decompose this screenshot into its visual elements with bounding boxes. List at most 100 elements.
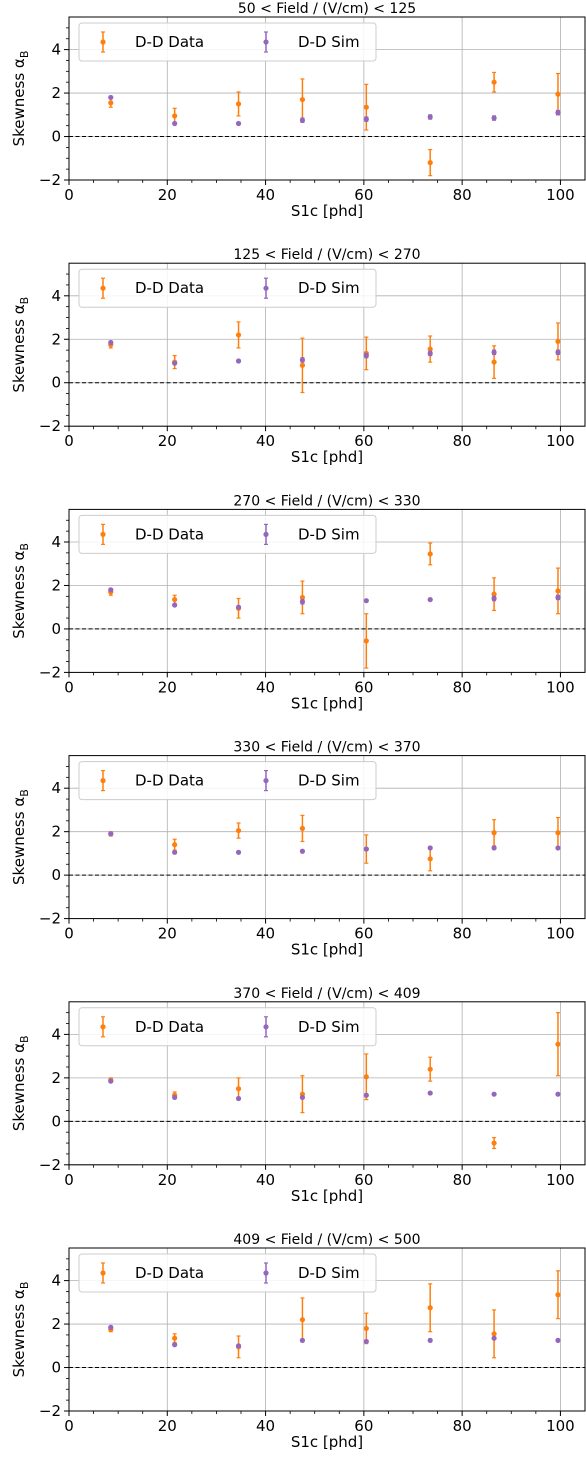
legend-label: D-D Sim [298,1018,360,1036]
y-tick-label: −2 [39,417,61,435]
y-tick-label: 4 [51,1272,61,1290]
x-tick-label: 0 [64,1171,74,1189]
data-point [299,96,306,103]
x-tick-label: 40 [256,678,275,696]
data-point [172,842,178,848]
data-point [363,598,369,604]
data-point [491,349,497,355]
legend: D-D Data D-D Sim [78,268,377,308]
chart-title: 370 < Field / (V/cm) < 409 [233,986,420,1002]
series-data [108,1012,561,1150]
data-point [235,1086,242,1092]
data-point [299,599,306,605]
y-axis-label-subscript: B [18,51,31,59]
x-tick-label: 80 [453,925,472,943]
x-axis-label: S1c [phd] [291,202,363,220]
legend: D-D Data D-D Sim [78,22,377,62]
y-tick-label: 0 [51,866,61,884]
x-tick-label: 40 [256,186,275,204]
data-point [299,825,306,832]
legend-label: D-D Data [135,525,204,543]
data-point [363,116,369,122]
y-axis-label: Skewness αB [10,1035,31,1131]
x-tick-label: 0 [64,1417,74,1435]
x-axis-label: S1c [phd] [291,1433,363,1451]
y-axis-label-main: Skewness α [10,550,28,638]
y-tick-label: 2 [51,1315,61,1333]
legend: D-D Data D-D Sim [78,1253,377,1293]
data-point [172,113,178,119]
x-tick-label: 0 [64,678,74,696]
series-sim [108,831,561,855]
data-point [555,1337,561,1343]
x-axis-label: S1c [phd] [291,694,363,712]
x-axis-label: S1c [phd] [291,448,363,466]
data-point [363,352,369,359]
y-tick-label: 0 [51,620,61,638]
y-axis-label: Skewness αB [10,297,31,393]
series-data [108,321,561,394]
data-point [235,332,242,338]
data-point [172,602,178,608]
y-axis-label-subscript: B [18,297,31,305]
data-point [235,849,242,855]
plot-frame [68,1247,586,1412]
data-point [491,591,497,597]
data-point [555,338,561,345]
series-sim [108,1078,561,1102]
series-sim [108,339,561,366]
x-tick-label: 40 [256,432,275,450]
data-point [172,360,178,366]
y-axis-label: Skewness αB [10,789,31,885]
data-point [491,359,497,365]
y-tick-label: −2 [39,171,61,189]
legend-label: D-D Sim [298,1264,360,1282]
legend-label: D-D Data [135,1264,204,1282]
y-axis-label-main: Skewness α [10,1289,28,1377]
data-point [363,1325,369,1332]
legend-marker-point [263,1270,269,1276]
legend-marker-point [100,39,106,45]
legend-marker-point [100,1024,106,1030]
plot-frame [68,262,586,427]
data-point [427,350,433,356]
chart-title: 330 < Field / (V/cm) < 370 [233,740,420,756]
x-tick-label: 100 [546,925,575,943]
data-point [363,846,369,852]
y-tick-label: 0 [51,374,61,392]
y-axis-label-subscript: B [18,543,31,551]
x-tick-label: 60 [354,186,373,204]
y-tick-label: 2 [51,1069,61,1087]
data-point [172,596,178,603]
data-point [555,594,561,601]
data-point [108,1078,114,1084]
x-tick-label: 20 [158,678,177,696]
x-tick-label: 60 [354,925,373,943]
legend-marker-point [100,531,106,538]
data-point [363,638,369,644]
data-point [299,117,306,123]
data-point [172,1094,178,1101]
x-tick-label: 20 [158,432,177,450]
data-point [427,346,433,352]
legend-box [78,761,377,801]
data-point [363,1338,369,1345]
data-point [235,358,242,364]
data-point [427,845,433,851]
data-point [363,1092,369,1098]
data-point [363,104,369,110]
data-point [555,91,561,97]
legend-marker-point [263,39,269,45]
y-tick-label: 0 [51,128,61,146]
data-point [299,1094,306,1101]
data-point [172,849,178,855]
data-point [555,110,561,116]
legend-box [78,1253,377,1293]
data-point [363,1074,369,1080]
legend-marker-point [100,1270,106,1276]
data-point [108,587,114,593]
legend: D-D Data D-D Sim [78,1007,377,1047]
